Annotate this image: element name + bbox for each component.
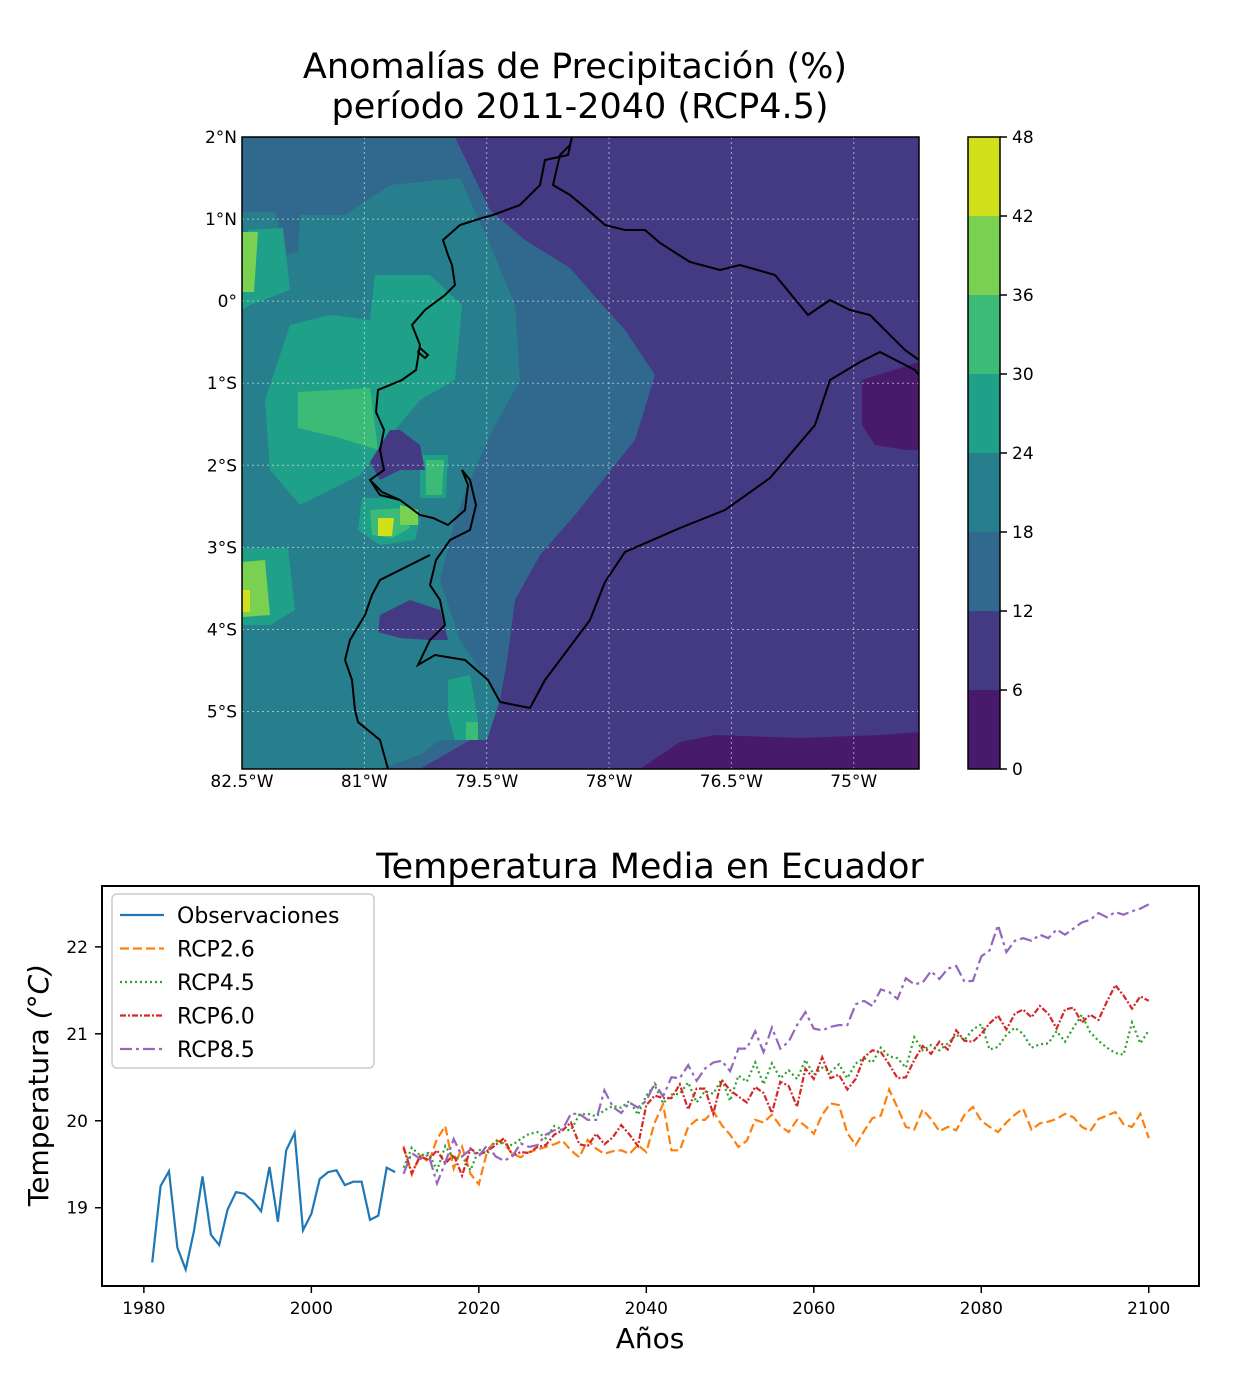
colorbar-segment	[968, 453, 1000, 532]
colorbar-tick-label: 6	[1012, 681, 1023, 701]
colorbar-tick-label: 0	[1012, 760, 1023, 780]
legend-label: RCP2.6	[177, 938, 255, 963]
y-axis-label-text: Temperatura	[22, 1028, 55, 1207]
colorbar-segment	[968, 611, 1000, 690]
line-series-rcp26	[404, 1090, 1149, 1185]
x-axis-label: Años	[616, 1322, 685, 1355]
line-series-observaciones	[152, 1133, 395, 1270]
y-tick-label: 21	[66, 1025, 88, 1045]
colorbar-tick-label: 18	[1012, 523, 1034, 543]
x-tick-label: 2040	[625, 1299, 668, 1319]
colorbar-tick-label: 42	[1012, 207, 1034, 227]
colorbar-segment	[968, 295, 1000, 374]
map-lat-tick-label: 0°	[218, 292, 237, 312]
legend-label: RCP8.5	[177, 1038, 255, 1063]
legend-label: RCP4.5	[177, 971, 255, 996]
colorbar-tick-label: 30	[1012, 365, 1034, 385]
colorbar-tick-label: 12	[1012, 602, 1034, 622]
map-lon-tick-label: 78°W	[586, 772, 633, 792]
line-chart-title: Temperatura Media en Ecuador	[375, 847, 924, 887]
map-lon-tick-label: 75°W	[830, 772, 877, 792]
x-tick-label: 2020	[457, 1299, 500, 1319]
x-tick-label: 2000	[290, 1299, 333, 1319]
map-lat-tick-label: 5°S	[207, 703, 237, 723]
y-axis-label: Temperatura (°C)	[22, 964, 55, 1207]
colorbar-segment	[968, 532, 1000, 611]
map-lat-tick-label: 1°N	[205, 210, 237, 230]
y-axis-label-unit: (°C)	[22, 964, 55, 1019]
line-series-rcp85	[404, 904, 1149, 1183]
colorbar-segment	[968, 374, 1000, 453]
colorbar: 0 6 12 18 24 30 36 42 48	[968, 128, 1034, 780]
colorbar-tick-label: 24	[1012, 444, 1034, 464]
x-tick-label: 2100	[1127, 1299, 1170, 1319]
colorbar-segment	[968, 690, 1000, 769]
map-lon-tick-label: 81°W	[341, 772, 388, 792]
x-tick-label: 1980	[122, 1299, 165, 1319]
map-plot-area	[242, 137, 919, 769]
map-lat-tick-label: 1°S	[207, 374, 237, 394]
line-series-rcp60	[404, 985, 1149, 1176]
map-lon-tick-label: 76.5°W	[700, 772, 763, 792]
y-tick-label: 22	[66, 938, 88, 958]
legend-label: RCP6.0	[177, 1005, 255, 1030]
map-lat-tick-label: 2°N	[205, 128, 237, 148]
legend-label: Observaciones	[177, 904, 339, 929]
map-lon-tick-label: 82.5°W	[210, 772, 273, 792]
x-tick-label: 2080	[960, 1299, 1003, 1319]
map-title-line2: período 2011-2040 (RCP4.5)	[331, 87, 828, 127]
map-lat-tick-label: 3°S	[207, 538, 237, 558]
map-panel: Anomalías de Precipitación (%) período 2…	[205, 47, 1034, 792]
map-lon-tick-label: 79.5°W	[455, 772, 518, 792]
line-chart-panel: Temperatura Media en Ecuador 1980 2000 202…	[22, 847, 1199, 1355]
map-lat-tick-label: 2°S	[207, 456, 237, 476]
colorbar-segment	[968, 137, 1000, 216]
map-lat-tick-label: 4°S	[207, 620, 237, 640]
y-tick-label: 20	[66, 1112, 88, 1132]
colorbar-tick-label: 48	[1012, 128, 1034, 148]
map-title-line1: Anomalías de Precipitación (%)	[303, 47, 847, 87]
legend: Observaciones RCP2.6 RCP4.5 RCP6.0 RCP8.5	[112, 894, 374, 1068]
y-tick-label: 19	[66, 1199, 88, 1219]
colorbar-segment	[968, 216, 1000, 295]
x-tick-label: 2060	[792, 1299, 835, 1319]
colorbar-tick-label: 36	[1012, 286, 1034, 306]
line-series-rcp45	[404, 1015, 1149, 1171]
